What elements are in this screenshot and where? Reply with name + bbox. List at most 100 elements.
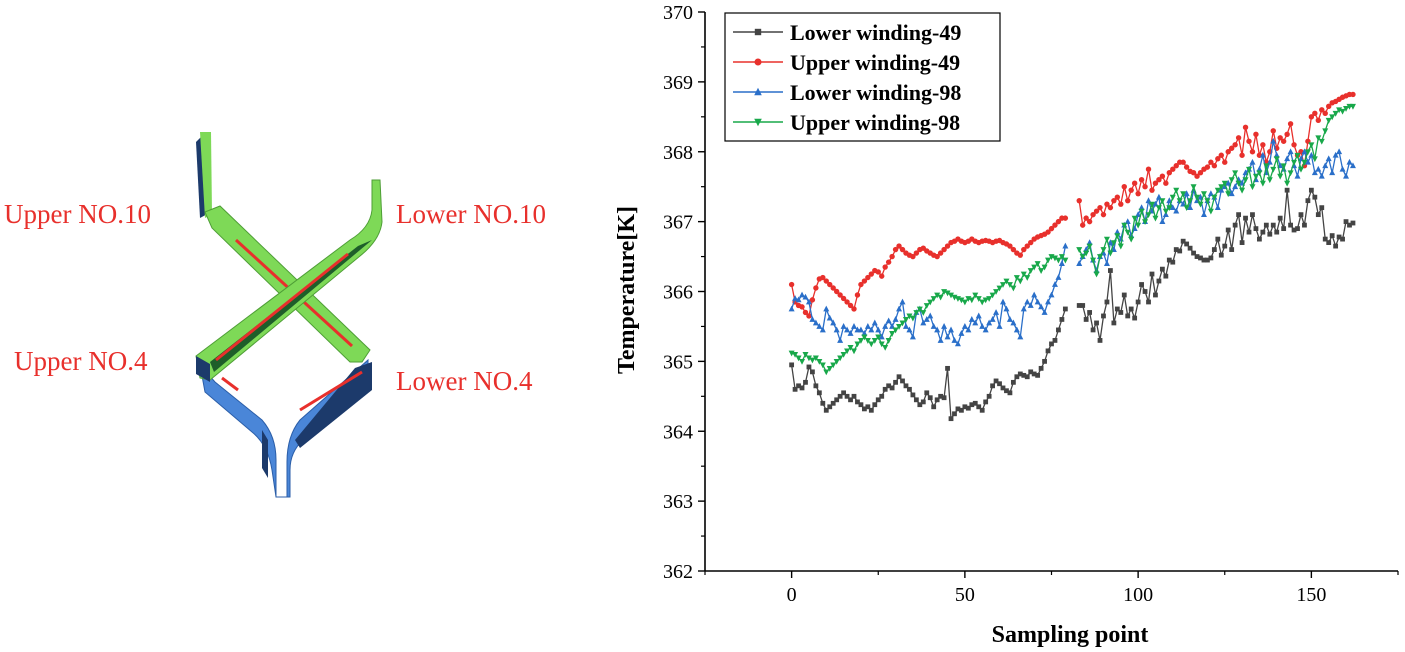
data-point xyxy=(1291,142,1297,148)
data-point xyxy=(1020,271,1027,278)
data-point xyxy=(1190,170,1197,176)
data-point xyxy=(1176,198,1183,205)
data-point xyxy=(1045,229,1051,235)
data-point xyxy=(1058,254,1065,260)
data-point xyxy=(1204,198,1211,205)
data-point xyxy=(806,313,812,319)
data-point xyxy=(907,386,912,392)
data-point xyxy=(889,331,896,337)
data-point xyxy=(909,315,916,322)
data-point xyxy=(910,253,916,260)
data-point xyxy=(1097,204,1103,211)
data-point xyxy=(861,406,867,412)
data-point xyxy=(986,296,993,302)
data-point xyxy=(896,324,903,330)
data-point xyxy=(1232,222,1238,228)
data-point xyxy=(1024,243,1030,249)
data-point xyxy=(1055,218,1062,225)
data-point xyxy=(1124,218,1131,225)
y-tick-label: 362 xyxy=(663,561,693,583)
data-point xyxy=(1274,229,1280,235)
data-point xyxy=(823,278,829,284)
data-point xyxy=(1349,103,1356,110)
data-point xyxy=(1263,222,1269,228)
data-point xyxy=(1062,215,1069,221)
data-point xyxy=(1177,248,1183,254)
data-point xyxy=(999,298,1006,305)
data-point xyxy=(861,278,868,284)
data-point xyxy=(1052,338,1058,343)
data-point xyxy=(979,323,986,329)
data-point xyxy=(1315,212,1321,218)
data-point xyxy=(1124,229,1131,236)
data-point xyxy=(885,317,892,324)
data-point xyxy=(1343,172,1350,179)
data-point xyxy=(1304,149,1311,156)
data-point xyxy=(1149,187,1155,193)
data-point xyxy=(1304,158,1311,165)
data-point xyxy=(1083,317,1089,322)
data-point xyxy=(1180,191,1187,198)
lower-winding-diagonal-dark xyxy=(210,240,372,372)
y-tick-label: 366 xyxy=(663,282,693,304)
data-point xyxy=(799,358,806,365)
data-point xyxy=(796,383,801,389)
data-point xyxy=(1100,211,1107,218)
legend-marker xyxy=(754,58,762,66)
data-point xyxy=(1336,148,1343,155)
data-point xyxy=(1010,246,1017,253)
data-point xyxy=(948,326,955,333)
data-point xyxy=(1201,257,1207,263)
data-point xyxy=(1194,194,1201,201)
data-point xyxy=(1000,385,1006,391)
data-point xyxy=(868,407,874,413)
data-point xyxy=(1083,250,1090,257)
y-tick-label: 364 xyxy=(663,421,693,443)
data-point xyxy=(805,355,812,362)
data-point xyxy=(938,393,944,399)
data-point xyxy=(878,333,885,340)
data-point xyxy=(896,243,902,249)
label-lower-no4: Lower NO.4 xyxy=(396,366,533,396)
data-point xyxy=(1159,173,1166,179)
data-point xyxy=(930,296,937,302)
data-point xyxy=(1295,226,1300,232)
data-point xyxy=(1349,162,1356,169)
data-point xyxy=(1284,155,1291,162)
data-point xyxy=(1318,172,1325,179)
data-point xyxy=(1211,163,1218,169)
data-point xyxy=(1297,155,1304,162)
upper-no4-dark-end xyxy=(196,356,210,382)
data-point xyxy=(802,309,809,316)
legend-label: Lower winding-98 xyxy=(790,80,961,105)
data-point xyxy=(986,393,992,399)
data-point xyxy=(885,259,892,265)
data-point xyxy=(1257,236,1262,242)
data-point xyxy=(820,400,826,406)
data-point xyxy=(1267,231,1273,237)
data-point xyxy=(1076,260,1083,266)
data-point xyxy=(1215,236,1221,242)
data-point xyxy=(1041,264,1048,271)
data-point xyxy=(1325,155,1332,162)
data-point xyxy=(1183,205,1190,212)
data-point xyxy=(1153,292,1158,298)
data-point xyxy=(896,305,903,312)
legend-marker xyxy=(754,28,762,36)
data-point xyxy=(1087,310,1093,315)
data-point xyxy=(1280,163,1287,170)
data-point xyxy=(1042,358,1047,364)
data-point xyxy=(1155,193,1162,200)
data-point xyxy=(1017,278,1024,285)
data-point xyxy=(993,289,1000,295)
data-point xyxy=(789,362,795,368)
data-point xyxy=(1128,306,1134,312)
data-point xyxy=(826,365,833,372)
data-point xyxy=(1097,338,1103,343)
data-point xyxy=(1208,255,1214,261)
data-point xyxy=(1020,305,1027,312)
data-point xyxy=(975,312,982,319)
lower-winding-diagonal xyxy=(195,179,383,381)
data-point xyxy=(1266,158,1273,165)
data-point xyxy=(823,407,829,413)
